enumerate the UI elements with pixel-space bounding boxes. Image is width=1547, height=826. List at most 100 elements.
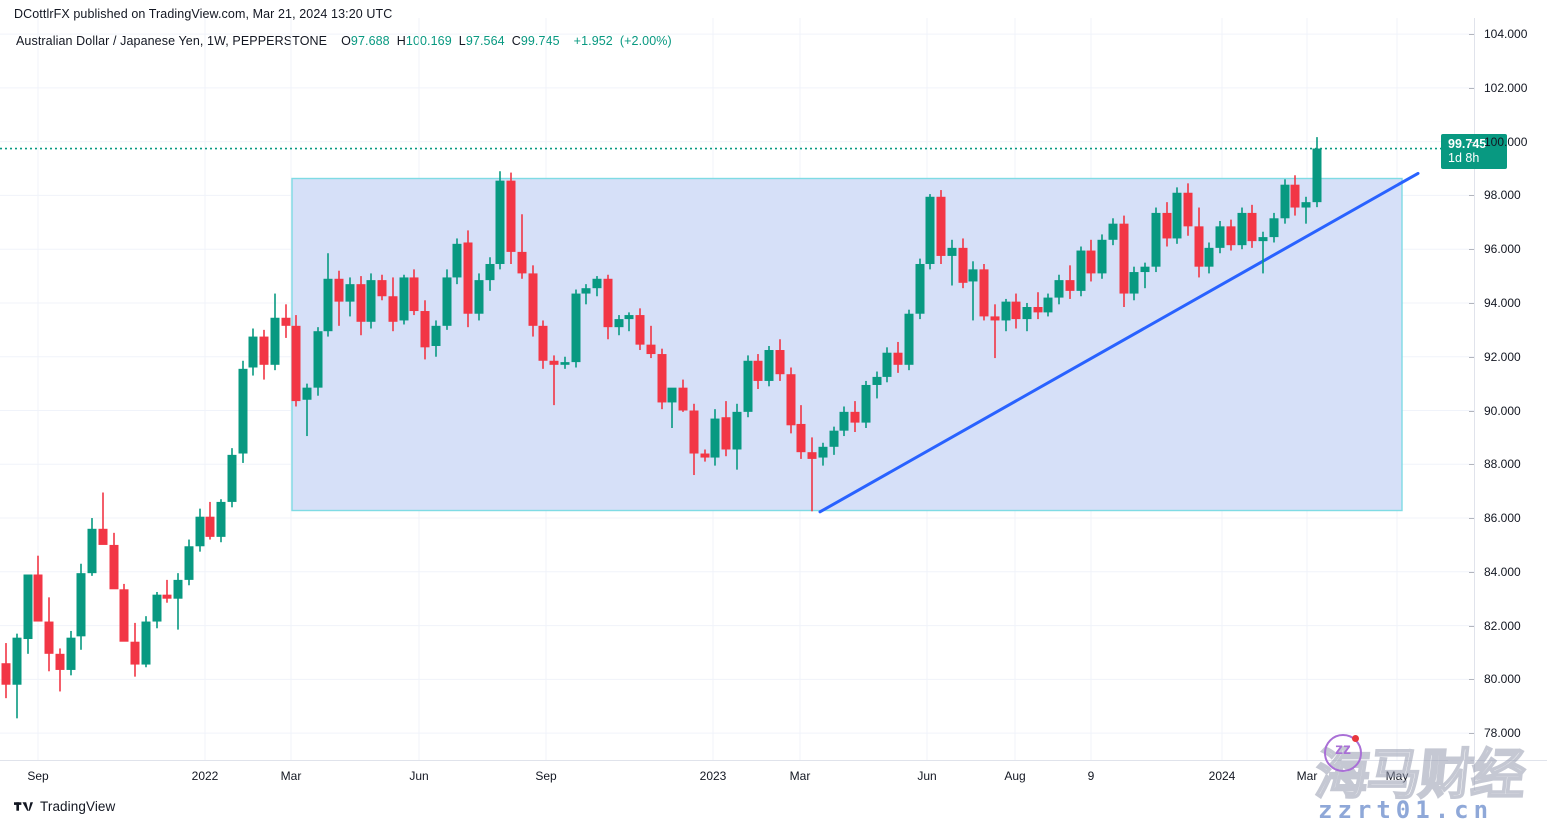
- candle-body: [474, 280, 484, 314]
- price-axis-tick: 92.000: [1484, 349, 1521, 364]
- price-axis-tick: 94.000: [1484, 295, 1521, 310]
- candle-body: [463, 242, 473, 314]
- candle-body: [1183, 192, 1193, 227]
- candle-body: [1301, 202, 1311, 208]
- candle-body: [861, 384, 871, 423]
- candle-body: [1, 663, 11, 685]
- candle-body: [281, 317, 291, 326]
- candle-body: [98, 528, 108, 545]
- price-axis-tick: 84.000: [1484, 564, 1521, 579]
- candle-body: [345, 284, 355, 302]
- candle-body: [807, 452, 817, 459]
- candle-body: [442, 277, 452, 326]
- candle-body: [990, 316, 1000, 321]
- candle-body: [1280, 184, 1290, 219]
- candle-body: [958, 247, 968, 283]
- candle-body: [850, 411, 860, 423]
- candle-body: [732, 411, 742, 450]
- candle-body: [1258, 237, 1268, 242]
- tradingview-logo[interactable]: TradingView: [14, 799, 115, 814]
- candle-body: [1086, 250, 1096, 274]
- candle-body: [796, 423, 806, 453]
- candle-body: [23, 574, 33, 640]
- bottom-bar: TradingView: [0, 790, 1547, 826]
- candle-body: [12, 637, 22, 685]
- price-axis[interactable]: 99.745 1d 8h 104.000 102.000 100.000 98.000…: [1441, 18, 1547, 760]
- candle-body: [925, 196, 935, 264]
- candle-body: [259, 336, 269, 365]
- time-axis-tick: Sep: [535, 769, 557, 783]
- candle-body: [270, 317, 280, 365]
- candle-body: [195, 516, 205, 547]
- candle-body: [313, 331, 323, 388]
- price-axis-tick: 96.000: [1484, 242, 1521, 257]
- candle-body: [109, 544, 119, 590]
- legend-low-value: 97.564: [465, 34, 505, 48]
- candle-body: [141, 621, 151, 665]
- price-axis-tick-mark: [1469, 518, 1474, 520]
- legend-close-label: C: [511, 34, 521, 48]
- price-axis-tick: 78.000: [1484, 726, 1521, 741]
- candle-body: [238, 368, 248, 454]
- time-axis-tick: May: [1385, 769, 1409, 783]
- candle-body: [721, 417, 731, 450]
- candle-body: [882, 352, 892, 377]
- ascending-support-trendline[interactable]: [818, 171, 1420, 514]
- price-axis-tick: 100.000: [1484, 134, 1528, 149]
- candle-body: [1312, 148, 1322, 203]
- price-axis-tick-mark: [1469, 410, 1474, 412]
- candle-body: [377, 280, 387, 297]
- candle-body: [753, 360, 763, 381]
- candle-body: [431, 325, 441, 346]
- current-price-badge: 99.745 1d 8h: [1441, 133, 1507, 169]
- candle-body: [1119, 223, 1129, 294]
- candle-body: [549, 360, 559, 365]
- legend-open-value: 97.688: [350, 34, 390, 48]
- time-axis-tick: 2023: [699, 769, 727, 783]
- price-axis-tick: 90.000: [1484, 403, 1521, 418]
- candle-body: [667, 387, 677, 403]
- time-axis-tick: 9: [1087, 769, 1095, 783]
- price-axis-tick-mark: [1469, 195, 1474, 197]
- price-axis-tick: 88.000: [1484, 457, 1521, 472]
- candle-body: [495, 180, 505, 264]
- candle-body: [152, 594, 162, 622]
- candle-body: [44, 621, 54, 654]
- legend-open-label: O: [341, 34, 351, 48]
- candle-body: [1162, 212, 1172, 239]
- candlestick-series: [1, 137, 1322, 719]
- price-axis-tick-mark: [1469, 34, 1474, 36]
- candle-body: [743, 360, 753, 412]
- time-axis[interactable]: Sep 2022 Mar Jun Sep 2023 Mar Jun Aug 9 2024 Mar May: [0, 760, 1474, 791]
- legend-low-label: L: [458, 34, 466, 48]
- time-axis-tick: Mar: [789, 769, 811, 783]
- candle-body: [936, 196, 946, 256]
- candle-body: [506, 180, 516, 252]
- candle-body: [603, 278, 613, 328]
- price-axis-tick: 102.000: [1484, 80, 1528, 95]
- price-axis-tick-mark: [1469, 464, 1474, 466]
- price-axis-tick: 82.000: [1484, 618, 1521, 633]
- time-axis-tick: Jun: [409, 769, 429, 783]
- time-axis-tick: Aug: [1004, 769, 1026, 783]
- candle-body: [979, 269, 989, 317]
- candle-body: [818, 446, 828, 458]
- candle-body: [1237, 212, 1247, 246]
- price-axis-tick: 98.000: [1484, 188, 1521, 203]
- candle-body: [904, 313, 914, 365]
- candle-body: [1290, 184, 1300, 208]
- time-axis-tick: 2022: [191, 769, 219, 783]
- time-axis-tick: Mar: [1296, 769, 1318, 783]
- tradingview-wordmark: TradingView: [40, 799, 116, 814]
- current-price-value: 99.745: [1448, 136, 1487, 151]
- candle-body: [1108, 223, 1118, 240]
- chart-plot-area[interactable]: [0, 18, 1474, 760]
- price-axis-tick: 86.000: [1484, 511, 1521, 526]
- candle-body: [872, 376, 882, 385]
- candle-body: [614, 319, 624, 328]
- price-axis-tick-mark: [1469, 733, 1474, 735]
- candle-body: [689, 410, 699, 454]
- candle-body: [517, 251, 527, 274]
- candle-body: [302, 387, 312, 400]
